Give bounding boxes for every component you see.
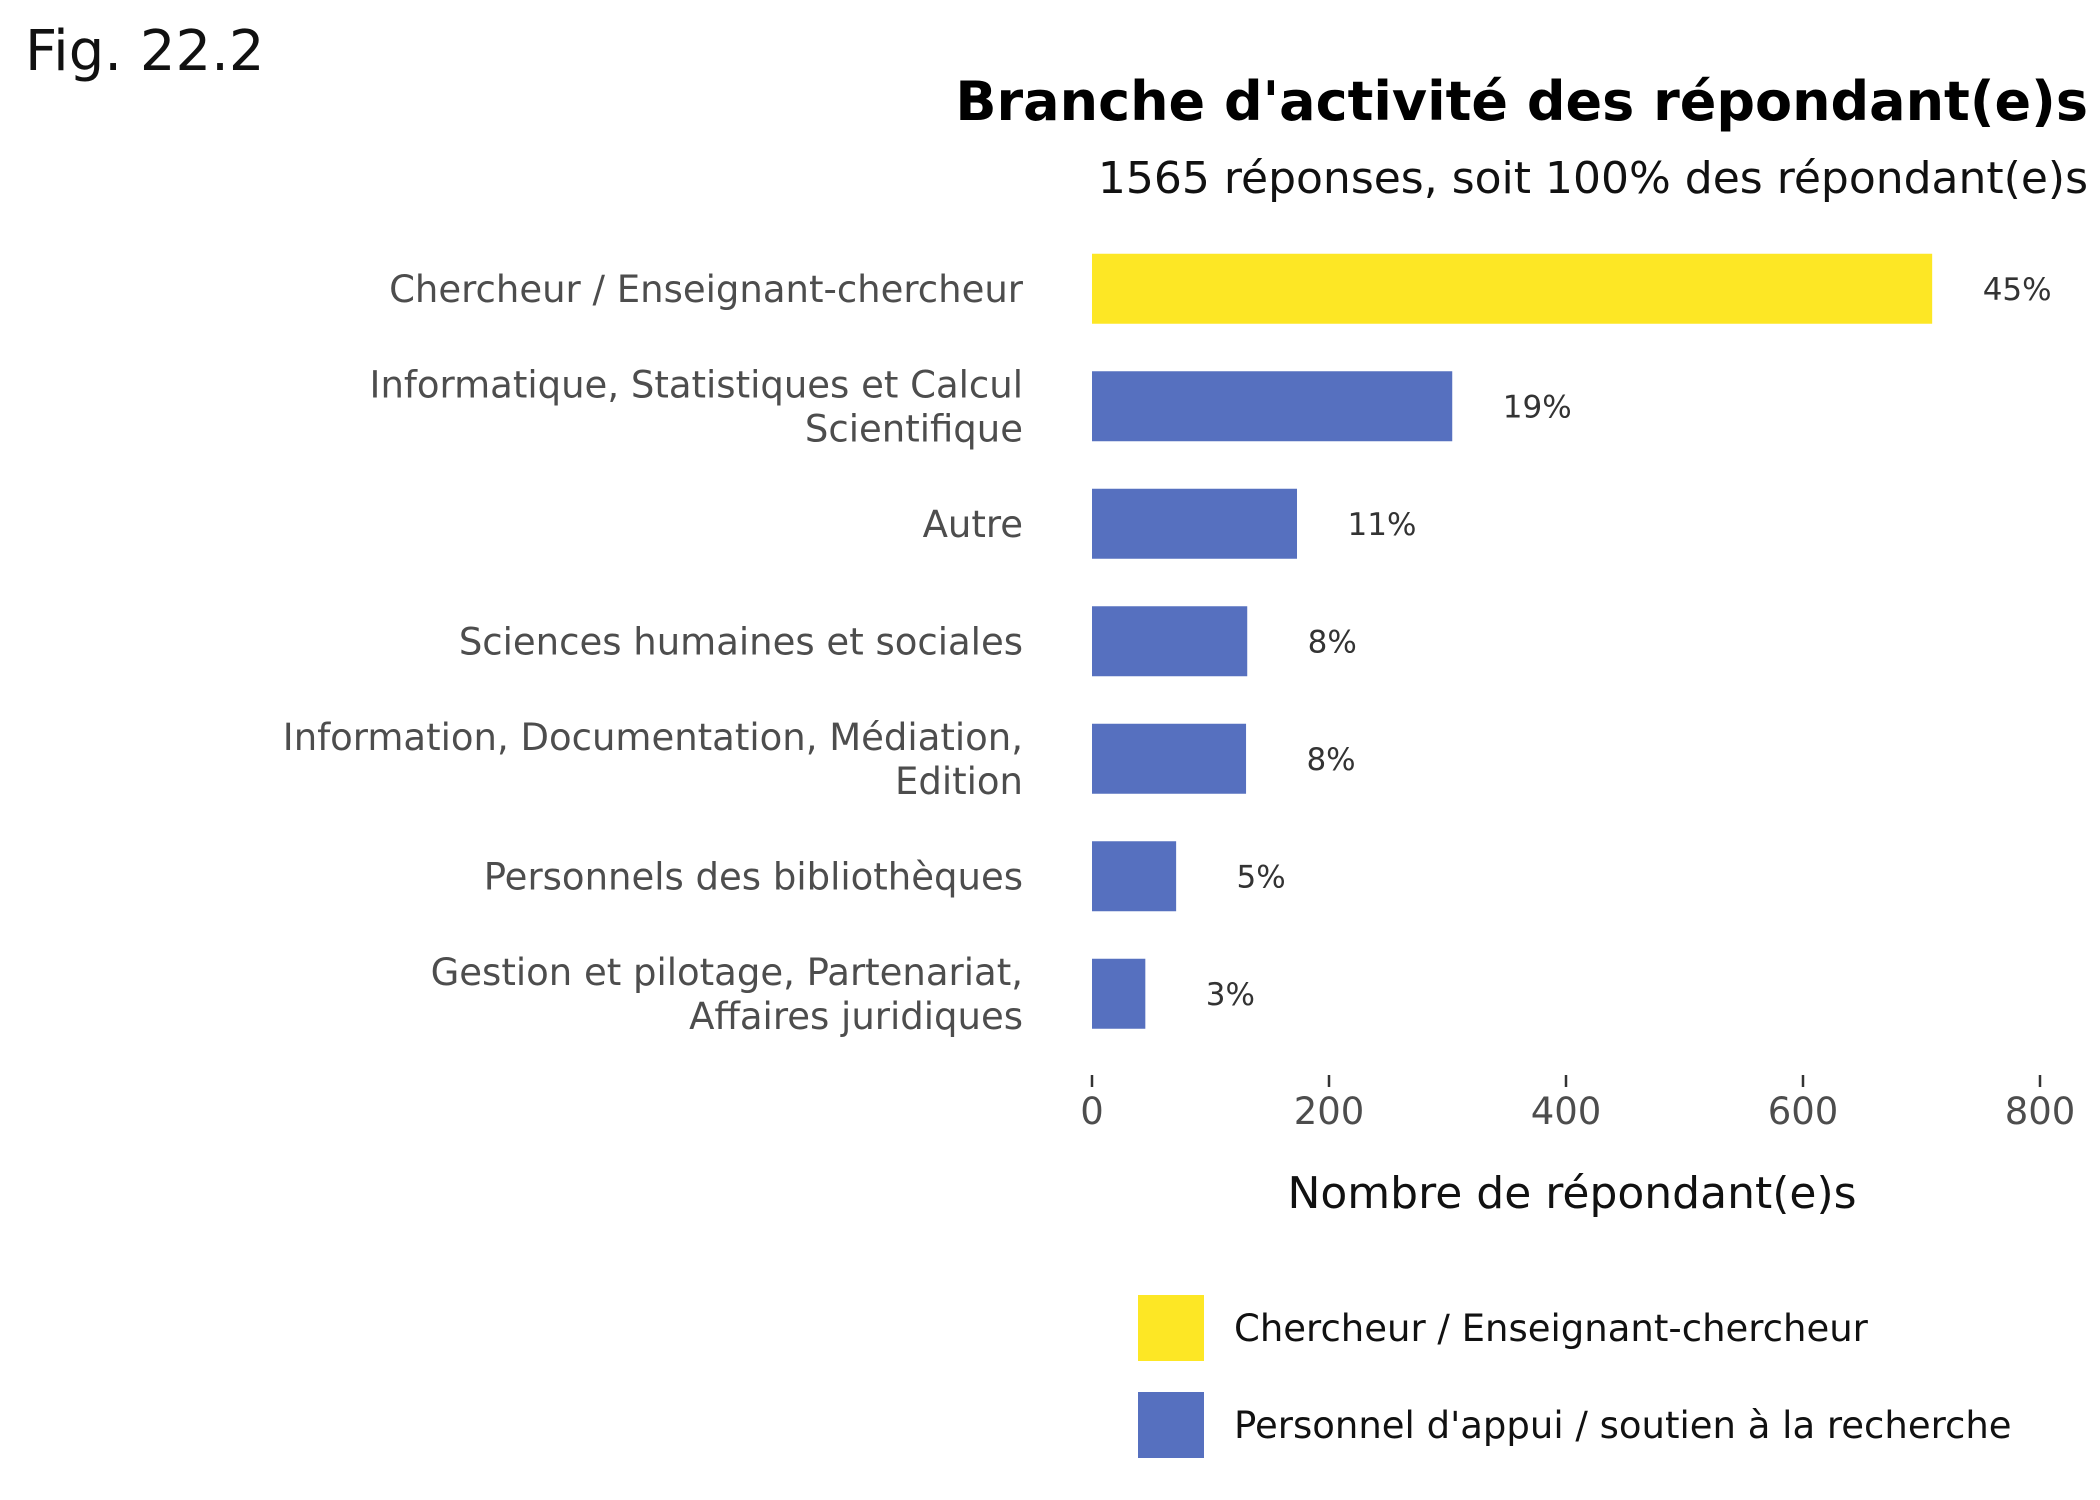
category-label-3: Sciences humaines et sociales (459, 620, 1023, 663)
category-label-line: Sciences humaines et sociales (459, 620, 1023, 663)
value-label-2: 11% (1348, 507, 1417, 543)
value-label-0: 45% (1983, 272, 2052, 308)
category-label-6: Gestion et pilotage, Partenariat, Affaire… (431, 951, 1023, 1038)
bars-group (1092, 253, 1933, 1029)
category-label-line: Gestion et pilotage, Partenariat, (431, 951, 1023, 994)
x-tick-label-4: 800 (2005, 1090, 2076, 1133)
category-label-line: Personnels des bibliothèques (484, 855, 1023, 898)
category-labels: Chercheur / Enseignant-chercheur Informat… (283, 268, 1024, 1038)
category-label-line: Scientifique (805, 407, 1023, 450)
bar-5 (1092, 841, 1177, 912)
figure-label: Fig. 22.2 (25, 19, 265, 84)
x-axis: 0 200 400 600 800 (1080, 1075, 2075, 1133)
legend: Chercheur / Enseignant-chercheur Personne… (1138, 1295, 2012, 1458)
bar-2 (1092, 488, 1298, 559)
category-label-line: Chercheur / Enseignant-chercheur (389, 268, 1024, 311)
bar-3 (1092, 606, 1248, 677)
value-labels: 45% 19% 11% 8% 8% 5% 3% (1206, 272, 2052, 1013)
category-label-5: Personnels des bibliothèques (484, 855, 1023, 898)
bar-0 (1092, 253, 1933, 324)
category-label-line: Information, Documentation, Médiation, (283, 716, 1023, 759)
category-label-4: Information, Documentation, Médiation, Ed… (283, 716, 1023, 803)
bar-6 (1092, 958, 1146, 1029)
category-label-line: Affaires juridiques (689, 995, 1023, 1038)
category-label-line: Informatique, Statistiques et Calcul (370, 363, 1023, 406)
category-label-0: Chercheur / Enseignant-chercheur (389, 268, 1024, 311)
value-label-5: 5% (1237, 859, 1286, 895)
value-label-3: 8% (1308, 624, 1357, 660)
x-axis-title: Nombre de répondant(e)s (1287, 1168, 1856, 1219)
x-tick-label-1: 200 (1294, 1090, 1365, 1133)
bar-1 (1092, 371, 1453, 442)
bar-4 (1092, 723, 1247, 794)
value-label-6: 3% (1206, 977, 1255, 1013)
x-tick-label-2: 400 (1531, 1090, 1602, 1133)
value-label-1: 19% (1503, 389, 1572, 425)
category-label-1: Informatique, Statistiques et Calcul Scie… (370, 363, 1023, 450)
x-tick-label-3: 600 (1768, 1090, 1839, 1133)
legend-swatch-1 (1138, 1392, 1204, 1458)
category-label-line: Autre (923, 503, 1023, 546)
chart-title: Branche d'activité des répondant(e)s (955, 70, 2088, 133)
legend-label-0: Chercheur / Enseignant-chercheur (1234, 1307, 1869, 1350)
value-label-4: 8% (1306, 742, 1355, 778)
legend-swatch-0 (1138, 1295, 1204, 1361)
chart-subtitle: 1565 réponses, soit 100% des répondant(e… (1098, 153, 2088, 204)
category-label-line: Edition (895, 760, 1023, 803)
legend-label-1: Personnel d'appui / soutien à la recherc… (1234, 1404, 2012, 1447)
category-label-2: Autre (923, 503, 1023, 546)
x-tick-label-0: 0 (1080, 1090, 1104, 1133)
